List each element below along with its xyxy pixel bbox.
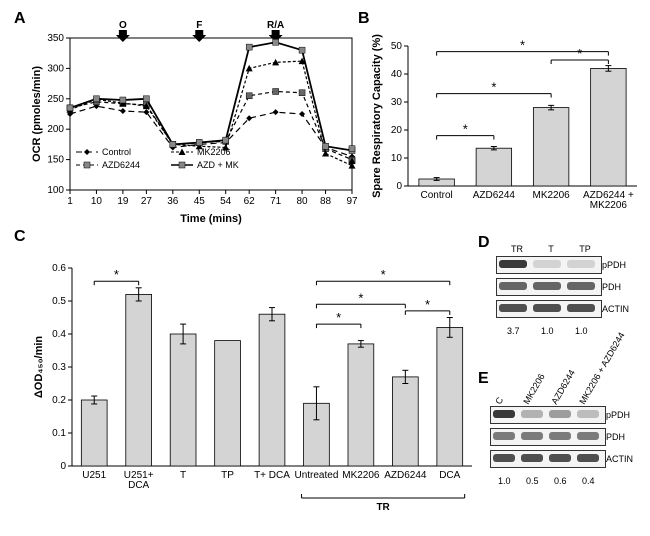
- svg-text:19: 19: [117, 196, 129, 207]
- svg-text:0.1: 0.1: [52, 428, 66, 439]
- svg-text:88: 88: [320, 196, 332, 207]
- svg-text:100: 100: [47, 185, 64, 196]
- panel-e-label: E: [478, 370, 489, 388]
- panel-a-chart: 100 150 200 250 300 350 1 10 19 27 36 45 54 62 71 80 88 9…: [28, 16, 358, 226]
- panel-d-label: D: [478, 234, 490, 252]
- panel-a-label: A: [14, 10, 26, 28]
- svg-text:ΔOD₄₅₀/min: ΔOD₄₅₀/min: [33, 336, 45, 399]
- svg-text:0: 0: [396, 181, 402, 192]
- svg-text:50: 50: [391, 41, 403, 52]
- svg-text:Control: Control: [421, 190, 453, 201]
- svg-text:0.5: 0.5: [52, 296, 66, 307]
- svg-text:71: 71: [270, 196, 282, 207]
- svg-text:*: *: [114, 267, 119, 282]
- svg-text:36: 36: [167, 196, 179, 207]
- svg-text:*: *: [577, 46, 582, 61]
- figure: A B C D E 100150200250300350110192736455…: [8, 8, 642, 528]
- svg-text:80: 80: [297, 196, 309, 207]
- svg-text:97: 97: [346, 196, 358, 207]
- svg-text:Time (mins): Time (mins): [180, 213, 242, 225]
- svg-text:MK2206: MK2206: [533, 190, 571, 201]
- svg-text:AZD6244: AZD6244: [102, 160, 140, 170]
- svg-text:TP: TP: [221, 470, 234, 481]
- svg-text:R/A: R/A: [267, 20, 284, 31]
- svg-text:MK2206: MK2206: [590, 200, 628, 211]
- svg-text:10: 10: [391, 153, 403, 164]
- svg-text:Untreated: Untreated: [294, 470, 338, 481]
- panel-b-chart: 0 10 20 30 40 50 Spare Respiratory Capacity (%…: [368, 16, 643, 226]
- svg-text:*: *: [425, 297, 430, 312]
- svg-text:DCA: DCA: [128, 480, 149, 491]
- svg-text:TR: TR: [376, 502, 390, 513]
- svg-text:O: O: [119, 20, 127, 31]
- svg-text:0.6: 0.6: [52, 263, 66, 274]
- svg-text:200: 200: [47, 124, 64, 135]
- svg-text:150: 150: [47, 155, 64, 166]
- svg-text:MK2206: MK2206: [197, 147, 231, 157]
- svg-text:*: *: [520, 38, 525, 53]
- svg-text:T+ DCA: T+ DCA: [254, 470, 290, 481]
- svg-text:*: *: [491, 80, 496, 95]
- svg-text:350: 350: [47, 33, 64, 44]
- svg-text:Control: Control: [102, 147, 131, 157]
- svg-text:54: 54: [220, 196, 232, 207]
- panel-e-blot: CMK2206AZD6244MK2206 + AZD6244pPDHPDHACT…: [490, 376, 640, 516]
- svg-text:MK2206: MK2206: [342, 470, 380, 481]
- svg-text:AZD6244: AZD6244: [473, 190, 516, 201]
- svg-text:AZD + MK: AZD + MK: [197, 160, 239, 170]
- svg-text:AZD6244: AZD6244: [384, 470, 427, 481]
- svg-text:DCA: DCA: [439, 470, 460, 481]
- svg-text:62: 62: [244, 196, 256, 207]
- panel-c-chart: 00.10.20.30.40.50.6ΔOD₄₅₀/minU251U251+DC…: [28, 240, 478, 528]
- svg-text:45: 45: [194, 196, 206, 207]
- svg-text:20: 20: [391, 125, 403, 136]
- svg-text:40: 40: [391, 69, 403, 80]
- svg-text:0: 0: [60, 461, 66, 472]
- svg-text:*: *: [463, 122, 468, 137]
- svg-text:0.3: 0.3: [52, 362, 66, 373]
- svg-text:0.2: 0.2: [52, 395, 66, 406]
- panel-c-label: C: [14, 228, 26, 246]
- svg-text:F: F: [196, 20, 202, 31]
- svg-text:250: 250: [47, 94, 64, 105]
- svg-text:0.4: 0.4: [52, 329, 66, 340]
- svg-text:27: 27: [141, 196, 153, 207]
- svg-text:T: T: [180, 470, 186, 481]
- svg-text:*: *: [358, 290, 363, 305]
- svg-text:OCR (pmoles/min): OCR (pmoles/min): [31, 66, 43, 162]
- svg-text:30: 30: [391, 97, 403, 108]
- svg-text:*: *: [381, 267, 386, 282]
- svg-text:Spare Respiratory Capacity (%): Spare Respiratory Capacity (%): [371, 34, 383, 198]
- svg-text:300: 300: [47, 63, 64, 74]
- svg-text:10: 10: [91, 196, 103, 207]
- svg-text:U251: U251: [82, 470, 106, 481]
- svg-text:*: *: [336, 310, 341, 325]
- svg-text:1: 1: [67, 196, 73, 207]
